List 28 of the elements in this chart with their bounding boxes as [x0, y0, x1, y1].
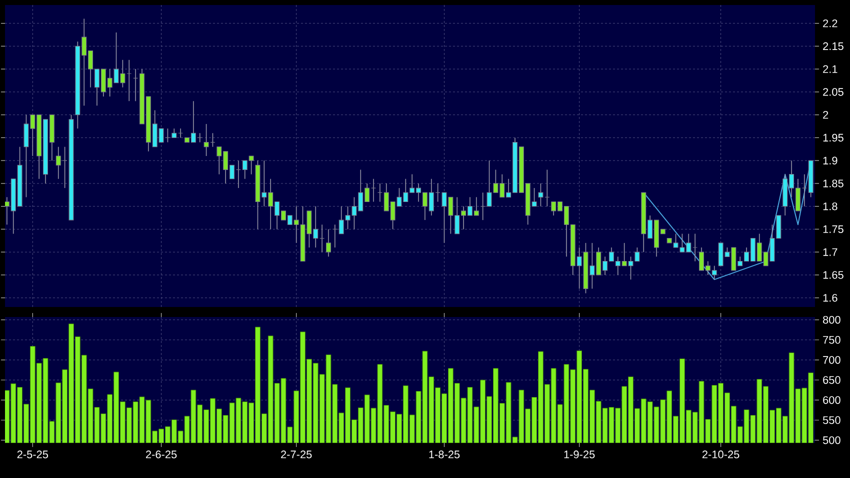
- y-tick-label: 1.75: [823, 225, 844, 234]
- x-tick-label: 1-8-25: [429, 450, 460, 458]
- y-tick-label: 2.15: [823, 42, 844, 50]
- y-tick-label: 1.95: [823, 134, 844, 142]
- y-tick-label: 2.1: [823, 65, 838, 73]
- y-tick-label: 1.8: [823, 202, 838, 210]
- y-tick-label: 1.7: [823, 248, 838, 256]
- x-tick-label: 1-9-25: [564, 450, 595, 458]
- y-tick-label: 1.85: [823, 180, 844, 188]
- y-tick-label: 600: [823, 396, 840, 404]
- y-tick-label: 1.9: [823, 156, 838, 164]
- y-tick-label: 2: [823, 111, 828, 119]
- x-tick-label: 2-5-25: [17, 450, 48, 458]
- candlestick: [326, 228, 331, 258]
- y-tick-label: 750: [823, 336, 840, 344]
- y-tick-label: 2.05: [823, 88, 844, 96]
- y-tick-label: 550: [822, 416, 840, 424]
- y-tick-label: 800: [823, 316, 840, 324]
- y-tick-label: 1.65: [823, 271, 844, 279]
- y-tick-label: 2.2: [823, 19, 838, 28]
- y-tick-label: 650: [823, 376, 840, 384]
- y-tick-label: 500: [822, 436, 840, 444]
- x-tick-label: 2-10-25: [702, 450, 740, 458]
- y-tick-label: 1.6: [823, 294, 838, 302]
- x-tick-label: 2-6-25: [146, 450, 177, 458]
- candlestick: [538, 183, 544, 207]
- x-tick-label: 2-7-25: [281, 450, 312, 458]
- y-tick-label: 700: [823, 356, 840, 364]
